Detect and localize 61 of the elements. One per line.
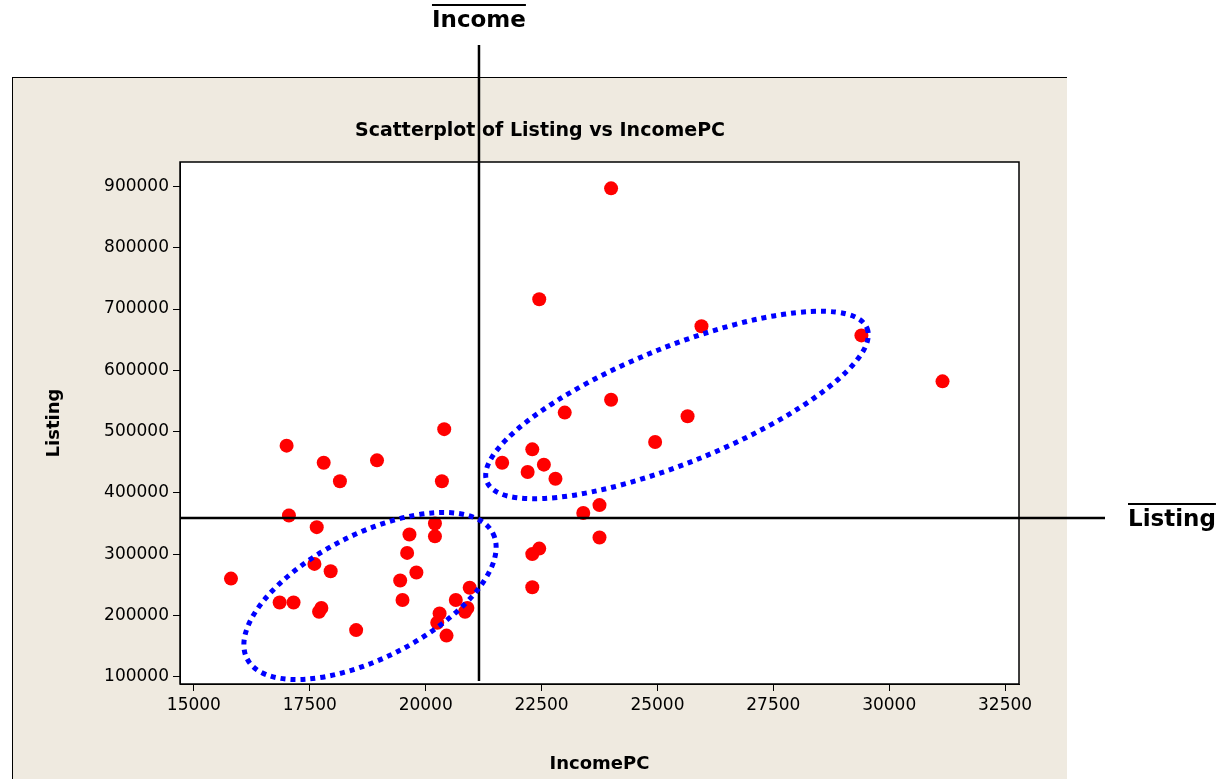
point [427, 529, 442, 544]
point [323, 564, 338, 579]
point [525, 547, 540, 562]
chart-title: Scatterplot of Listing vs IncomePC [354, 118, 726, 140]
x-tick-label: 32500 [978, 693, 1033, 714]
ref-line-label: Listing [1128, 504, 1216, 531]
y-tick-label: 600000 [104, 358, 169, 379]
point [604, 181, 619, 196]
y-tick-label: 500000 [104, 420, 169, 440]
point [286, 595, 301, 610]
point [272, 595, 287, 610]
point [370, 453, 384, 468]
point [532, 292, 547, 307]
x-tick-label: 22500 [514, 693, 569, 714]
point [648, 434, 663, 449]
point [409, 565, 424, 580]
point [400, 545, 415, 560]
point [439, 628, 454, 643]
point [592, 530, 607, 545]
point [349, 623, 364, 638]
y-tick-label: 200000 [104, 603, 169, 624]
point [680, 409, 695, 424]
y-axis-title: Listing [42, 388, 64, 458]
point [393, 573, 408, 588]
point [592, 498, 607, 513]
x-tick-label: 27500 [746, 693, 801, 714]
point [434, 474, 449, 489]
x-tick-label: 17500 [282, 693, 337, 714]
point [462, 580, 477, 595]
point [557, 405, 572, 420]
point [309, 520, 324, 535]
point [402, 527, 417, 542]
point [437, 422, 452, 437]
point [525, 580, 540, 595]
y-tick-label: 100000 [104, 665, 169, 686]
point [223, 571, 238, 586]
point [395, 593, 410, 608]
point [935, 374, 950, 389]
point [448, 593, 463, 608]
x-tick-label: 30000 [862, 693, 917, 714]
x-tick-label: 25000 [630, 693, 685, 714]
x-tick-label: 15000 [166, 693, 221, 714]
point [525, 442, 540, 457]
y-tick-label: 800000 [104, 236, 169, 257]
point [694, 319, 709, 334]
point [316, 455, 331, 470]
y-tick-label: 300000 [104, 542, 169, 563]
x-axis-title: IncomePC [549, 751, 650, 773]
point [279, 438, 294, 453]
point [536, 457, 551, 472]
x-tick-label: 20000 [398, 693, 453, 714]
point [604, 392, 619, 407]
point [495, 455, 510, 470]
point [520, 465, 535, 480]
point [548, 471, 563, 486]
y-tick-label: 400000 [104, 481, 169, 502]
ref-line-label: Income [431, 6, 526, 32]
y-tick-label: 900000 [104, 174, 169, 195]
point [854, 328, 869, 343]
y-tick-label: 700000 [104, 297, 169, 318]
point [332, 474, 347, 489]
